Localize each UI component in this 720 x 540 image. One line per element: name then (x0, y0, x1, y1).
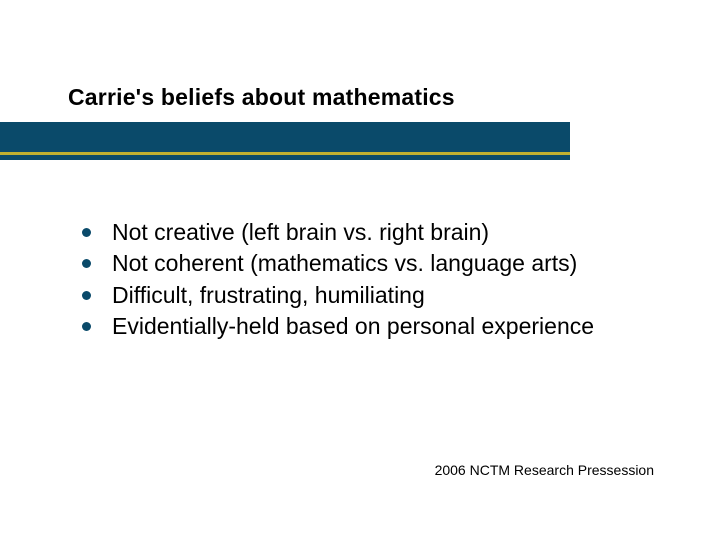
slide-container: Carrie's beliefs about mathematics Not c… (0, 0, 720, 540)
title-wrap: Carrie's beliefs about mathematics (68, 84, 455, 111)
footer-text: 2006 NCTM Research Pressession (435, 462, 654, 478)
title-accent-line (0, 152, 570, 155)
slide-title: Carrie's beliefs about mathematics (68, 84, 455, 111)
bullet-text: Evidentially-held based on personal expe… (112, 313, 594, 339)
list-item: Difficult, frustrating, humiliating (78, 281, 680, 310)
bullet-list: Not creative (left brain vs. right brain… (78, 218, 680, 344)
bullet-text: Not coherent (mathematics vs. language a… (112, 250, 577, 276)
list-item: Not creative (left brain vs. right brain… (78, 218, 680, 247)
list-item: Not coherent (mathematics vs. language a… (78, 249, 680, 278)
bullet-text: Difficult, frustrating, humiliating (112, 282, 425, 308)
bullet-text: Not creative (left brain vs. right brain… (112, 219, 489, 245)
list-item: Evidentially-held based on personal expe… (78, 312, 680, 341)
